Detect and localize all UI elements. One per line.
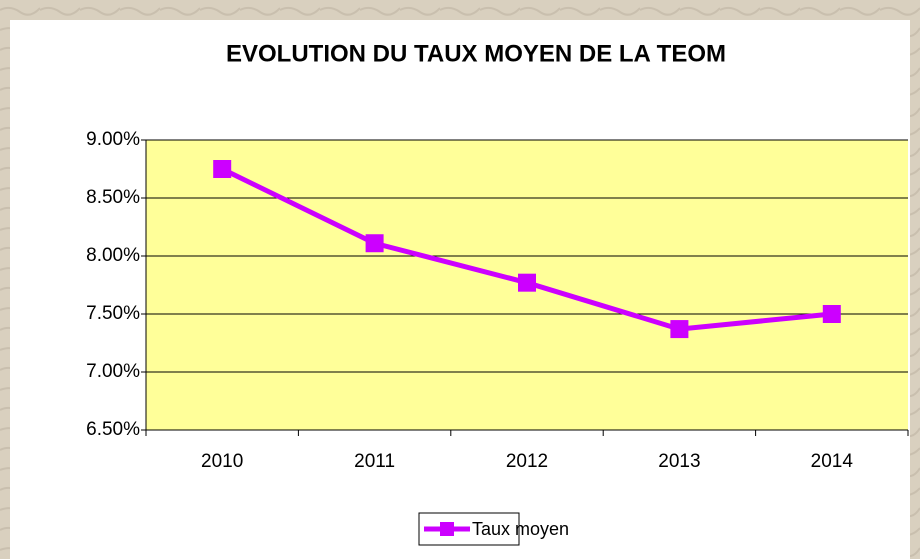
y-tick-label: 9.00% — [86, 129, 140, 150]
y-tick-label: 8.00% — [86, 245, 140, 266]
x-tick-label: 2011 — [354, 451, 395, 472]
chart-title: EVOLUTION DU TAUX MOYEN DE LA TEOM — [226, 40, 726, 67]
x-tick-label: 2012 — [506, 451, 548, 472]
y-tick-label: 8.50% — [86, 187, 140, 208]
y-tick-label: 7.50% — [86, 303, 140, 324]
marker — [365, 234, 384, 253]
marker — [518, 273, 536, 292]
marker — [213, 160, 232, 178]
marker — [670, 320, 689, 339]
y-tick-label: 6.50% — [86, 419, 140, 440]
x-tick-label: 2014 — [811, 451, 854, 472]
marker — [822, 305, 841, 323]
x-tick-label: 2010 — [201, 451, 243, 472]
legend-label: Taux moyen — [472, 519, 569, 539]
y-tick-label: 7.00% — [86, 361, 140, 382]
x-tick-label: 2013 — [658, 451, 700, 472]
legend-marker — [440, 522, 454, 536]
